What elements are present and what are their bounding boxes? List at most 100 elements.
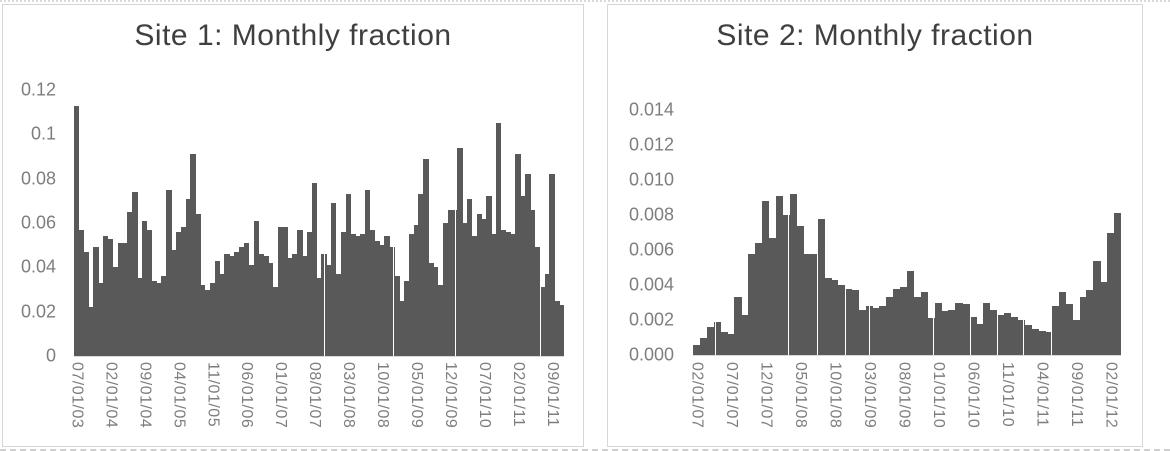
- bar: [175, 231, 182, 356]
- bar-seam: [1022, 110, 1024, 355]
- bar: [486, 196, 492, 356]
- bar: [1079, 297, 1087, 355]
- bar: [316, 278, 322, 356]
- bar: [122, 242, 128, 356]
- bar: [1051, 306, 1060, 355]
- plot-area: [74, 90, 565, 357]
- x-axis-tick-label: 10/01/08: [374, 362, 392, 429]
- bar: [263, 256, 269, 356]
- bar: [491, 234, 497, 356]
- bar: [379, 245, 385, 356]
- bar: [941, 311, 949, 355]
- bar-seam: [996, 110, 998, 355]
- bar: [74, 105, 80, 356]
- x-axis-tick-label: 01/01/10: [930, 362, 948, 429]
- bar: [258, 254, 264, 356]
- bar: [253, 220, 259, 356]
- x-axis-tick-label: 02/01/07: [688, 362, 706, 429]
- bar: [457, 147, 463, 356]
- bar-seam: [817, 110, 819, 355]
- x-axis-tick-label: 01/01/07: [272, 362, 290, 429]
- x-axis-tick-label: 06/01/06: [238, 362, 256, 429]
- x-axis-labels: 07/01/03 02/01/04 09/01/04 04/01/05 11/01/05…: [68, 356, 564, 444]
- bar: [1031, 328, 1039, 355]
- y-axis-labels: 0.014 0.012 0.010 0.008 0.006 0.004 0.002 0.000: [608, 100, 674, 365]
- bar: [907, 271, 915, 355]
- bar: [1038, 330, 1046, 355]
- bar: [549, 174, 555, 356]
- bar: [399, 300, 405, 356]
- bar: [955, 302, 963, 355]
- bar-seam: [393, 90, 395, 356]
- bar: [292, 254, 298, 356]
- bar: [1093, 260, 1101, 355]
- x-axis-tick-label: 02/01/04: [102, 362, 120, 429]
- bar: [886, 297, 894, 355]
- bar: [98, 282, 104, 356]
- bar: [384, 236, 390, 356]
- bar: [893, 288, 901, 355]
- bar: [146, 229, 153, 356]
- bar: [544, 273, 550, 356]
- bar: [837, 285, 846, 355]
- x-axis-tick-label: 03/01/09: [861, 362, 879, 429]
- bar: [403, 280, 410, 356]
- bar: [365, 189, 371, 356]
- bar-seam: [715, 110, 717, 355]
- bar: [442, 223, 449, 356]
- x-axis-tick-label: 04/01/11: [1033, 362, 1051, 428]
- bar: [335, 273, 342, 356]
- bar: [762, 201, 770, 355]
- bar: [180, 227, 187, 356]
- bar: [83, 251, 90, 356]
- bar: [851, 290, 860, 355]
- bar: [462, 223, 468, 356]
- chart-title: Site 2: Monthly fraction: [716, 19, 1034, 52]
- bar: [433, 267, 439, 356]
- x-axis-tick-label: 07/01/07: [722, 362, 740, 429]
- x-axis-tick-label: 11/01/10: [999, 362, 1017, 428]
- bar: [195, 214, 201, 356]
- bar: [481, 218, 487, 356]
- bar: [693, 344, 701, 355]
- y-axis-tick-label: 0.010: [628, 169, 674, 190]
- bar: [720, 332, 728, 355]
- bar: [872, 307, 880, 355]
- bar: [927, 318, 936, 355]
- y-axis-tick-label: 0.06: [20, 212, 56, 233]
- bar: [141, 220, 148, 356]
- bar: [755, 243, 763, 355]
- bar: [238, 247, 245, 356]
- bar: [1114, 213, 1122, 355]
- bar: [900, 286, 908, 355]
- x-axis-tick-label: 04/01/05: [170, 362, 188, 429]
- bar: [982, 302, 991, 355]
- x-axis-tick-label: 08/01/09: [895, 362, 913, 429]
- bar: [369, 229, 376, 356]
- bar: [768, 237, 777, 355]
- x-axis-tick-label: 09/01/11: [1068, 362, 1086, 428]
- bar: [214, 260, 221, 356]
- bar: [268, 262, 274, 356]
- bar: [93, 247, 99, 356]
- bar: [817, 218, 825, 355]
- x-axis-tick-label: 05/01/09: [408, 362, 426, 429]
- bar: [418, 194, 424, 356]
- bar-seam: [788, 110, 790, 355]
- bar: [355, 236, 361, 356]
- bar: [810, 253, 818, 355]
- y-axis-tick-label: 0.02: [20, 301, 56, 322]
- bar: [311, 183, 318, 356]
- bar: [844, 288, 853, 355]
- bar: [151, 280, 157, 356]
- bar: [1086, 290, 1094, 355]
- y-axis-tick-label: 0.004: [628, 274, 674, 295]
- bar: [132, 191, 138, 356]
- bar: [326, 265, 332, 356]
- bar: [858, 309, 867, 355]
- bar: [394, 276, 400, 356]
- bar: [224, 254, 230, 356]
- bar: [534, 247, 541, 356]
- bar: [185, 198, 191, 356]
- y-axis-tick-label: 0.000: [628, 344, 674, 365]
